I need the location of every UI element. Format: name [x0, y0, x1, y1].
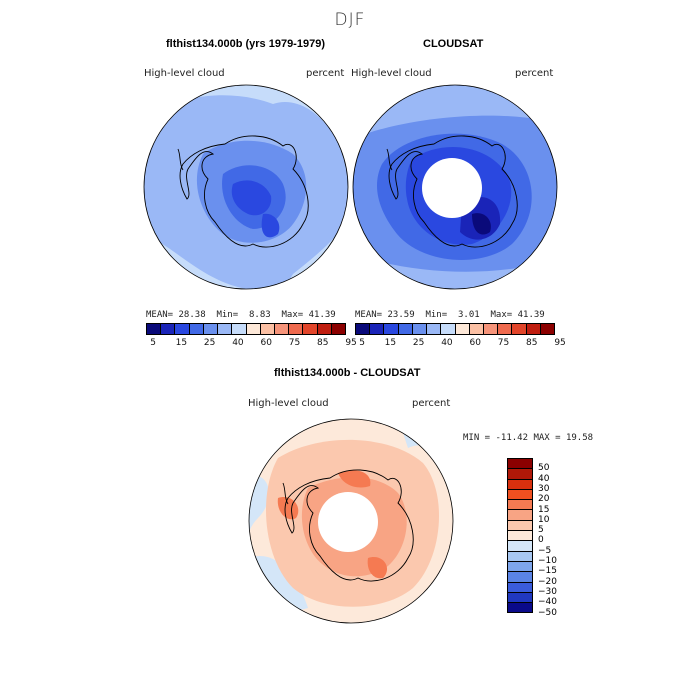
colorbar-tick-label: 5	[359, 338, 365, 348]
season-title: DJF	[334, 10, 366, 30]
colorbar-tick-label: 5	[150, 338, 156, 348]
colorbar-swatch	[508, 531, 532, 542]
panel2-polar-map	[352, 84, 558, 290]
colorbar-swatch	[398, 324, 413, 334]
colorbar-swatch	[508, 551, 532, 562]
colorbar-swatch	[427, 324, 442, 334]
colorbar-swatch	[274, 324, 290, 334]
colorbar-tick-label: 25	[412, 338, 425, 348]
colorbar-swatch	[526, 324, 541, 334]
colorbar-swatch	[508, 572, 532, 583]
colorbar-swatch	[203, 324, 219, 334]
panel3-stats: MIN = -11.42 MAX = 19.58	[463, 433, 594, 443]
colorbar-tick-label: 60	[260, 338, 272, 348]
colorbar-swatch	[469, 324, 484, 334]
colorbar-tick-label: 85	[526, 338, 538, 348]
panel3-colorbar	[507, 458, 533, 614]
panel2-variable: High-level cloud	[351, 68, 432, 79]
colorbar-swatch	[218, 324, 233, 334]
colorbar-swatch	[498, 324, 513, 334]
colorbar-swatch	[260, 324, 275, 334]
colorbar-tick-label: −20	[538, 576, 557, 587]
colorbar-swatch	[508, 469, 532, 480]
colorbar-tick-label: 20	[538, 494, 550, 505]
colorbar-swatch	[161, 324, 176, 334]
colorbar-swatch	[508, 603, 532, 613]
colorbar-tick-label: −15	[538, 566, 557, 577]
colorbar-tick-label: −30	[538, 586, 557, 597]
colorbar-swatch	[189, 324, 204, 334]
panel1-polar-map	[143, 84, 349, 290]
colorbar-tick-label: 15	[538, 504, 550, 515]
panel3-title: flthist134.000b - CLOUDSAT	[274, 367, 421, 379]
colorbar-swatch	[540, 324, 555, 334]
colorbar-swatch	[331, 324, 346, 334]
colorbar-swatch	[317, 324, 332, 334]
panel1-stats: MEAN= 28.38 Min= 8.83 Max= 41.39	[146, 310, 336, 320]
panel3-units: percent	[412, 398, 451, 409]
colorbar-tick-label: 5	[538, 525, 544, 536]
colorbar-swatch	[508, 489, 532, 501]
colorbar-swatch	[508, 479, 532, 490]
colorbar-tick-label: 40	[538, 473, 550, 484]
colorbar-tick-label: −40	[538, 597, 557, 608]
colorbar-tick-label: −10	[538, 556, 557, 566]
colorbar-swatch	[412, 324, 428, 334]
panel3-variable: High-level cloud	[248, 398, 329, 409]
panel2-title: CLOUDSAT	[423, 38, 484, 50]
colorbar-swatch	[508, 459, 532, 470]
colorbar-tick-label: 60	[469, 338, 481, 348]
colorbar-tick-label: 40	[232, 338, 244, 348]
panel1-colorbar-ticks: 5 15 25 40 60 75 85 95	[146, 338, 357, 350]
panel2-stats: MEAN= 23.59 Min= 3.01 Max= 41.39	[355, 310, 545, 320]
colorbar-swatch	[370, 324, 385, 334]
panel1-title: flthist134.000b (yrs 1979-1979)	[166, 38, 325, 50]
panel1-colorbar	[146, 323, 346, 335]
colorbar-tick-label: 75	[497, 338, 510, 348]
colorbar-tick-label: 25	[203, 338, 216, 348]
colorbar-swatch	[508, 582, 532, 593]
colorbar-tick-label: −5	[538, 545, 552, 556]
colorbar-tick-label: 95	[554, 338, 566, 348]
colorbar-swatch	[455, 324, 470, 334]
colorbar-swatch	[246, 324, 261, 334]
colorbar-tick-label: 15	[175, 338, 188, 348]
colorbar-swatch	[508, 561, 532, 573]
panel1-units: percent	[306, 68, 345, 79]
colorbar-tick-label: 75	[288, 338, 301, 348]
colorbar-tick-label: 85	[317, 338, 329, 348]
colorbar-swatch	[508, 500, 532, 511]
colorbar-swatch	[384, 324, 399, 334]
colorbar-tick-label: 15	[384, 338, 397, 348]
colorbar-swatch	[303, 324, 318, 334]
colorbar-tick-label: 40	[441, 338, 453, 348]
colorbar-swatch	[441, 324, 456, 334]
colorbar-tick-label: 0	[538, 535, 544, 546]
colorbar-swatch	[175, 324, 190, 334]
colorbar-tick-label: −50	[538, 607, 557, 618]
panel2-units: percent	[515, 68, 554, 79]
colorbar-swatch	[232, 324, 247, 334]
panel2-colorbar-ticks: 5 15 25 40 60 75 85 95	[355, 338, 566, 350]
colorbar-swatch	[508, 520, 532, 532]
colorbar-swatch	[483, 324, 499, 334]
colorbar-tick-label: 10	[538, 514, 550, 525]
colorbar-swatch	[508, 541, 532, 552]
panel2-colorbar	[355, 323, 555, 335]
colorbar-swatch	[508, 592, 532, 604]
colorbar-swatch	[147, 324, 162, 334]
panel3-polar-map	[248, 418, 454, 624]
colorbar-swatch	[289, 324, 304, 334]
colorbar-tick-label: 95	[345, 338, 357, 348]
panel1-variable: High-level cloud	[144, 68, 225, 79]
colorbar-tick-label: 30	[538, 483, 550, 494]
colorbar-swatch	[508, 510, 532, 521]
colorbar-swatch	[356, 324, 371, 334]
colorbar-swatch	[512, 324, 527, 334]
colorbar-tick-label: 50	[538, 463, 550, 474]
